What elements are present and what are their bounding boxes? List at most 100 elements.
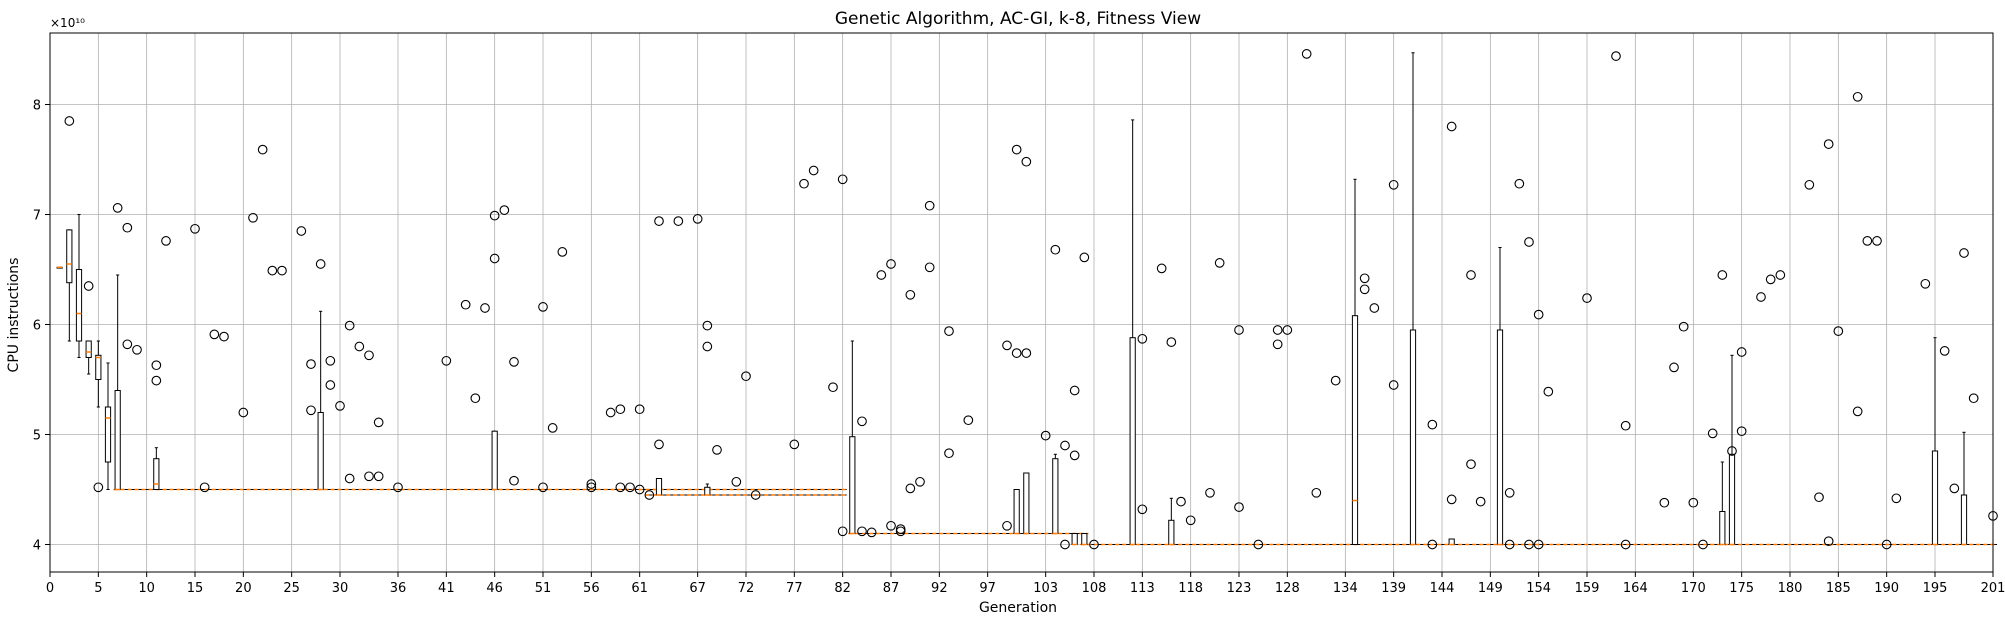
outlier-point	[1272, 339, 1283, 350]
box-glyph	[1448, 538, 1455, 546]
box-body	[1719, 511, 1726, 545]
box-body	[114, 390, 121, 490]
outlier-point	[373, 417, 384, 428]
x-tick-label: 20	[235, 581, 252, 596]
x-tick-label: 0	[46, 581, 54, 596]
x-axis-label: Generation	[979, 600, 1057, 616]
x-tick-label: 134	[1333, 581, 1358, 596]
outlier-point	[750, 490, 761, 500]
outlier-point	[296, 226, 307, 236]
outlier-point	[1388, 380, 1399, 390]
x-tick-label: 185	[1826, 581, 1851, 596]
outlier-point	[470, 393, 481, 404]
outlier-point	[1620, 420, 1631, 431]
outlier-point	[190, 223, 200, 234]
outlier-point	[876, 270, 887, 280]
x-tick-label: 118	[1178, 581, 1203, 596]
outlier-point	[634, 404, 645, 415]
box-body	[849, 436, 856, 535]
outlier-point	[654, 439, 664, 450]
outlier-point	[1427, 419, 1438, 430]
box-glyph	[655, 478, 663, 496]
outlier-point	[1446, 121, 1457, 132]
outlier-point	[219, 331, 229, 342]
outlier-point	[1253, 539, 1264, 550]
outlier-point	[1524, 539, 1534, 550]
outlier-point	[1698, 539, 1708, 550]
box-glyph	[75, 214, 83, 358]
outlier-point	[1852, 91, 1863, 102]
outlier-point	[1069, 385, 1080, 396]
outlier-point	[315, 259, 326, 269]
outlier-point	[1678, 321, 1689, 332]
outlier-point	[509, 357, 519, 367]
outlier-point	[112, 203, 123, 213]
box-glyph	[1931, 337, 1939, 546]
x-tick-label: 201	[1981, 581, 2005, 596]
outlier-point	[460, 299, 471, 310]
box-body	[1960, 494, 1968, 545]
x-tick-label: 103	[1033, 581, 1058, 596]
box-body	[85, 340, 92, 358]
outlier-point	[499, 205, 510, 215]
outlier-point	[132, 344, 142, 355]
box-glyph	[1081, 533, 1088, 546]
box-glyph	[1728, 354, 1736, 546]
outlier-point	[1775, 270, 1786, 280]
y-tick-label: 8	[33, 99, 41, 114]
x-tick-label: 154	[1526, 581, 1551, 596]
outlier-point	[325, 380, 336, 390]
box-body	[1351, 315, 1359, 546]
chart-title: Genetic Algorithm, AC-GI, k-8, Fitness V…	[835, 9, 1201, 29]
outlier-point	[905, 483, 916, 494]
box-body	[1129, 337, 1136, 546]
outlier-point	[615, 404, 626, 415]
outlier-point	[1330, 375, 1341, 386]
box-glyph	[153, 447, 160, 491]
outlier-point	[151, 375, 162, 386]
median-baselines	[113, 488, 1997, 546]
outlier-point	[895, 526, 906, 537]
outlier-point	[905, 289, 916, 300]
outlier-point	[1717, 270, 1728, 280]
outlier-point	[615, 482, 626, 493]
outlier-point	[924, 262, 935, 273]
outlier-point	[393, 482, 403, 493]
x-tick-label: 175	[1729, 581, 1754, 596]
box-body	[1728, 453, 1736, 545]
box-body	[104, 406, 112, 463]
outlier-point	[1466, 270, 1476, 280]
outlier-point	[586, 482, 597, 493]
outlier-point	[1504, 539, 1515, 550]
outlier-point	[944, 326, 954, 336]
box-body	[704, 486, 711, 496]
box-body	[1013, 489, 1020, 534]
box-body	[1081, 533, 1088, 545]
outlier-point	[1504, 487, 1515, 498]
outlier-point	[1688, 497, 1699, 508]
outlier-point	[741, 371, 751, 382]
outlier-point	[480, 303, 490, 313]
outlier-point	[1166, 337, 1177, 347]
outlier-point	[644, 490, 655, 500]
x-tick-label: 144	[1430, 581, 1455, 596]
box-glyph	[491, 430, 498, 491]
outlier-point	[857, 526, 867, 537]
x-tick-label: 41	[438, 581, 455, 596]
outlier-point	[1176, 496, 1186, 507]
box-glyph	[1960, 431, 1968, 546]
y-tick-label: 7	[33, 209, 41, 224]
outlier-point	[924, 200, 935, 211]
outlier-point	[151, 360, 162, 371]
outlier-point	[354, 341, 365, 352]
outlier-point	[277, 265, 287, 276]
outlier-point	[1369, 303, 1380, 313]
outlier-point	[1881, 539, 1892, 550]
outlier-point	[1833, 326, 1844, 336]
outlier-point	[1040, 430, 1051, 441]
x-tick-label: 180	[1778, 581, 1803, 596]
outlier-point	[634, 484, 645, 495]
outlier-point	[915, 476, 925, 487]
outlier-point	[1301, 49, 1312, 59]
